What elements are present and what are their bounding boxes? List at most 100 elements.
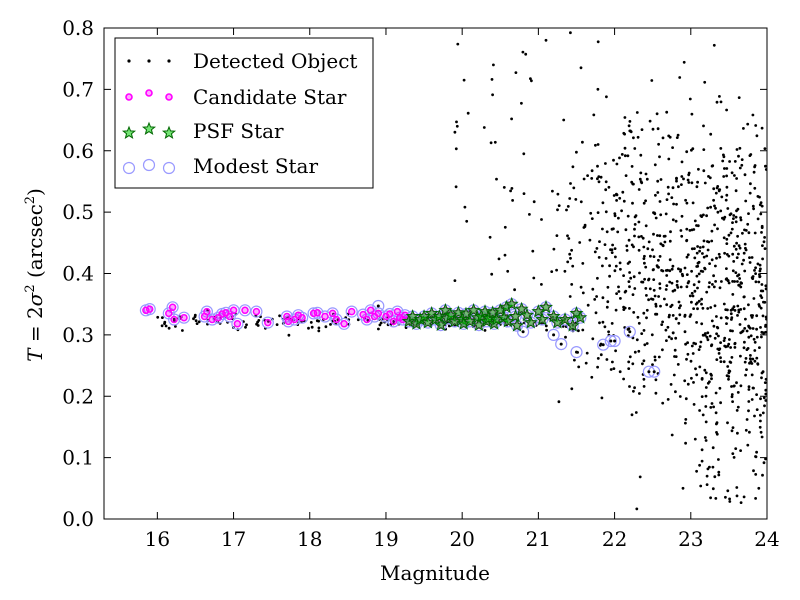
detected-object-point <box>577 365 581 369</box>
psf-star-point <box>523 315 538 329</box>
psf-star-point <box>433 317 448 332</box>
modest-star-point <box>597 338 610 351</box>
detected-object-point <box>637 321 641 325</box>
detected-object-point <box>695 373 699 377</box>
detected-object-point <box>743 269 747 273</box>
detected-object-point <box>638 177 642 181</box>
detected-object-point <box>661 136 665 140</box>
detected-object-point <box>628 285 631 289</box>
detected-object-point <box>760 376 763 380</box>
detected-object-point <box>749 182 752 186</box>
detected-object-point <box>714 391 718 395</box>
detected-object-point <box>593 250 597 254</box>
detected-object-point <box>759 212 763 216</box>
detected-object-point <box>530 79 533 83</box>
detected-object-point <box>644 199 647 203</box>
detected-object-point <box>679 268 683 271</box>
detected-object-point <box>627 124 631 128</box>
detected-object-point <box>642 359 646 363</box>
detected-object-point <box>670 267 674 271</box>
detected-object-point <box>694 367 697 371</box>
detected-object-point <box>588 238 592 242</box>
detected-object-point <box>594 143 597 147</box>
detected-object-point <box>674 317 678 320</box>
detected-object-point <box>521 50 525 54</box>
detected-object-point <box>727 254 731 258</box>
detected-object-point <box>744 373 747 377</box>
candidate-star-point <box>332 315 341 324</box>
plot-area <box>139 31 767 511</box>
detected-object-point <box>624 228 628 232</box>
detected-object-point <box>730 393 734 396</box>
detected-object-point <box>764 287 767 291</box>
detected-object-point <box>709 372 713 376</box>
detected-object-point <box>556 208 559 212</box>
detected-object-point <box>763 247 767 251</box>
detected-object-point <box>762 331 765 335</box>
detected-object-point <box>714 411 718 415</box>
detected-object-point <box>726 207 730 210</box>
psf-star-point <box>508 309 523 323</box>
detected-object-point <box>609 368 613 371</box>
detected-object-point <box>762 240 766 244</box>
detected-object-point <box>562 118 566 122</box>
detected-object-point <box>732 305 736 309</box>
detected-object-point <box>644 287 648 290</box>
psf-star-point <box>462 314 477 328</box>
detected-object-point <box>690 269 693 273</box>
detected-object-point <box>654 378 658 382</box>
detected-object-point <box>637 188 641 191</box>
detected-object-point <box>715 100 719 104</box>
detected-object-point <box>736 304 740 308</box>
detected-object-point <box>652 370 656 374</box>
detected-object-point <box>655 112 659 116</box>
detected-object-point <box>540 283 543 286</box>
detected-object-point <box>748 326 752 330</box>
detected-object-point <box>753 231 757 235</box>
detected-object-point <box>760 296 764 299</box>
detected-object-point <box>672 202 675 206</box>
detected-object-point <box>758 275 762 278</box>
detected-object-point <box>760 126 764 130</box>
detected-object-point <box>628 385 631 388</box>
psf-star-point <box>550 315 565 329</box>
detected-object-point <box>592 113 596 117</box>
detected-object-point <box>579 66 583 70</box>
detected-object-point <box>761 411 765 415</box>
detected-object-point <box>727 377 730 381</box>
detected-object-point <box>698 246 702 249</box>
detected-object-point <box>697 167 700 171</box>
detected-object-point <box>690 300 693 304</box>
detected-object-point <box>754 124 758 127</box>
detected-object-point <box>733 174 736 177</box>
detected-object-point <box>568 252 572 256</box>
detected-object-point <box>742 258 745 262</box>
detected-object-point <box>764 457 767 461</box>
detected-object-point <box>759 201 763 205</box>
detected-object-point <box>733 342 737 346</box>
detected-object-point <box>725 108 728 112</box>
detected-object-point <box>636 315 640 319</box>
x-tick-label: 24 <box>754 527 779 551</box>
modest-star-point <box>166 301 179 314</box>
detected-object-point <box>454 185 458 189</box>
detected-object-point <box>675 202 678 206</box>
candidate-star-point <box>180 313 188 322</box>
detected-object-point <box>756 262 760 266</box>
y-axis-title: T = 2σ2 (arcsec2) <box>23 188 47 362</box>
detected-object-point <box>633 215 637 219</box>
detected-object-point <box>724 316 728 319</box>
detected-object-point <box>596 357 600 360</box>
detected-object-point <box>752 469 755 473</box>
detected-object-point <box>714 280 717 283</box>
detected-object-point <box>740 163 744 167</box>
detected-object-point <box>715 315 718 318</box>
detected-object-point <box>701 306 705 310</box>
detected-object-point <box>626 154 630 158</box>
detected-object-point <box>701 413 705 417</box>
detected-object-point <box>164 324 168 328</box>
detected-object-point <box>665 110 669 114</box>
detected-object-point <box>748 256 751 259</box>
detected-object-point <box>690 291 694 295</box>
psf-star-point <box>458 306 473 320</box>
